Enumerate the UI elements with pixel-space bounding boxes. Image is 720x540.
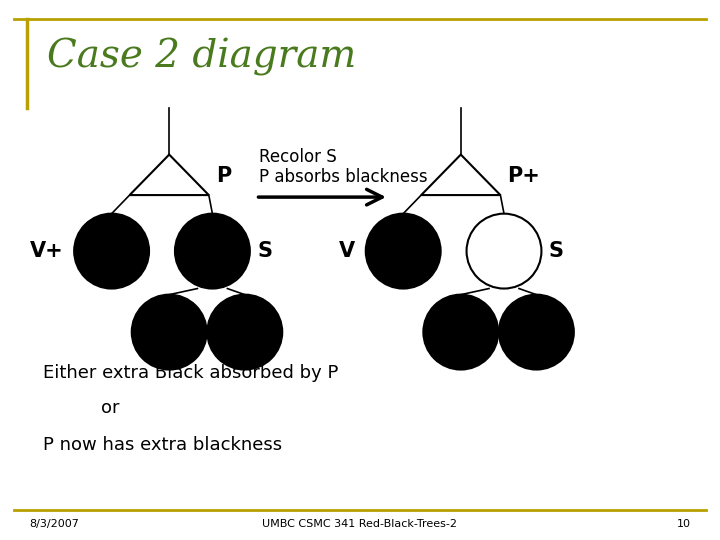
Text: V: V <box>339 241 355 261</box>
Ellipse shape <box>423 295 498 369</box>
Text: Case 2 diagram: Case 2 diagram <box>47 38 356 76</box>
Ellipse shape <box>207 295 282 369</box>
Text: P now has extra blackness: P now has extra blackness <box>43 436 282 455</box>
Ellipse shape <box>499 295 574 369</box>
Text: or: or <box>101 399 120 417</box>
Ellipse shape <box>132 295 207 369</box>
Text: S: S <box>257 241 272 261</box>
Text: P+: P+ <box>508 165 541 186</box>
Ellipse shape <box>175 214 250 288</box>
Text: UMBC CSMC 341 Red-Black-Trees-2: UMBC CSMC 341 Red-Black-Trees-2 <box>263 519 457 529</box>
Ellipse shape <box>467 214 541 288</box>
Ellipse shape <box>366 214 441 288</box>
Text: 10: 10 <box>678 519 691 529</box>
Text: 8/3/2007: 8/3/2007 <box>29 519 78 529</box>
Text: P: P <box>216 165 231 186</box>
Text: S: S <box>549 241 564 261</box>
Text: Recolor S: Recolor S <box>259 147 337 166</box>
Text: P absorbs blackness: P absorbs blackness <box>259 168 428 186</box>
Text: Either extra Black absorbed by P: Either extra Black absorbed by P <box>43 363 338 382</box>
Ellipse shape <box>74 214 149 288</box>
Text: V+: V+ <box>30 241 63 261</box>
